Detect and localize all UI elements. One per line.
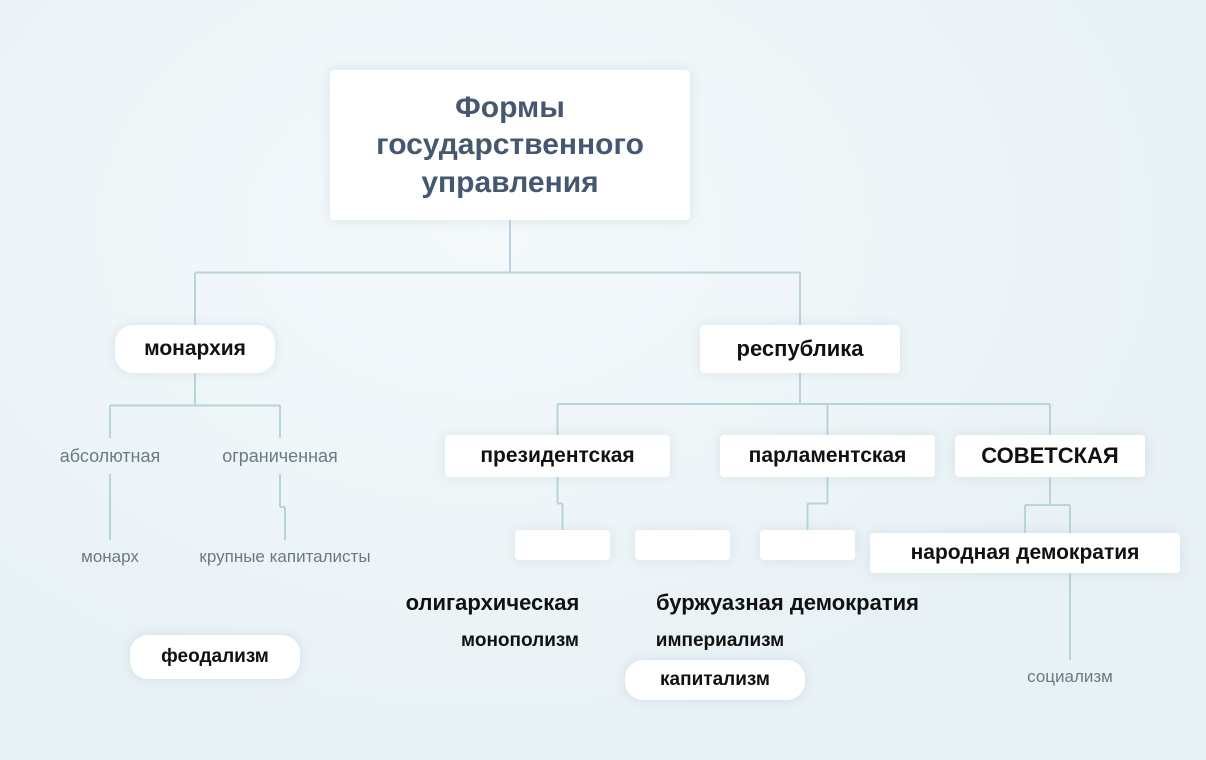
node-feudalism: феодализм — [130, 635, 300, 679]
node-bourgeois: буржуазная демократия — [615, 585, 960, 621]
node-soviet: СОВЕТСКАЯ — [955, 435, 1145, 477]
diagram-canvas: Формы государственного управлениямонархи… — [0, 0, 1206, 760]
node-people_democracy: народная демократия — [870, 533, 1180, 573]
node-monopolism: монополизм — [430, 625, 610, 657]
node-monarch: монарх — [50, 540, 170, 574]
node-stub_b — [635, 530, 730, 560]
node-presidential: президентская — [445, 435, 670, 477]
node-stub_a — [515, 530, 610, 560]
node-stub_c — [760, 530, 855, 560]
node-oligarchic: олигархическая — [370, 585, 615, 621]
node-capitalism: капитализм — [625, 660, 805, 700]
node-limited: ограниченная — [195, 438, 365, 474]
node-republic: республика — [700, 325, 900, 373]
node-imperialism: империализм — [625, 625, 815, 657]
node-parliamentary: парламентская — [720, 435, 935, 477]
node-big_capitalists: крупные капиталисты — [170, 540, 400, 574]
node-socialism: социализм — [1000, 660, 1140, 694]
node-monarchy: монархия — [115, 325, 275, 373]
node-root: Формы государственного управления — [330, 70, 690, 220]
node-absolute: абсолютная — [35, 438, 185, 474]
